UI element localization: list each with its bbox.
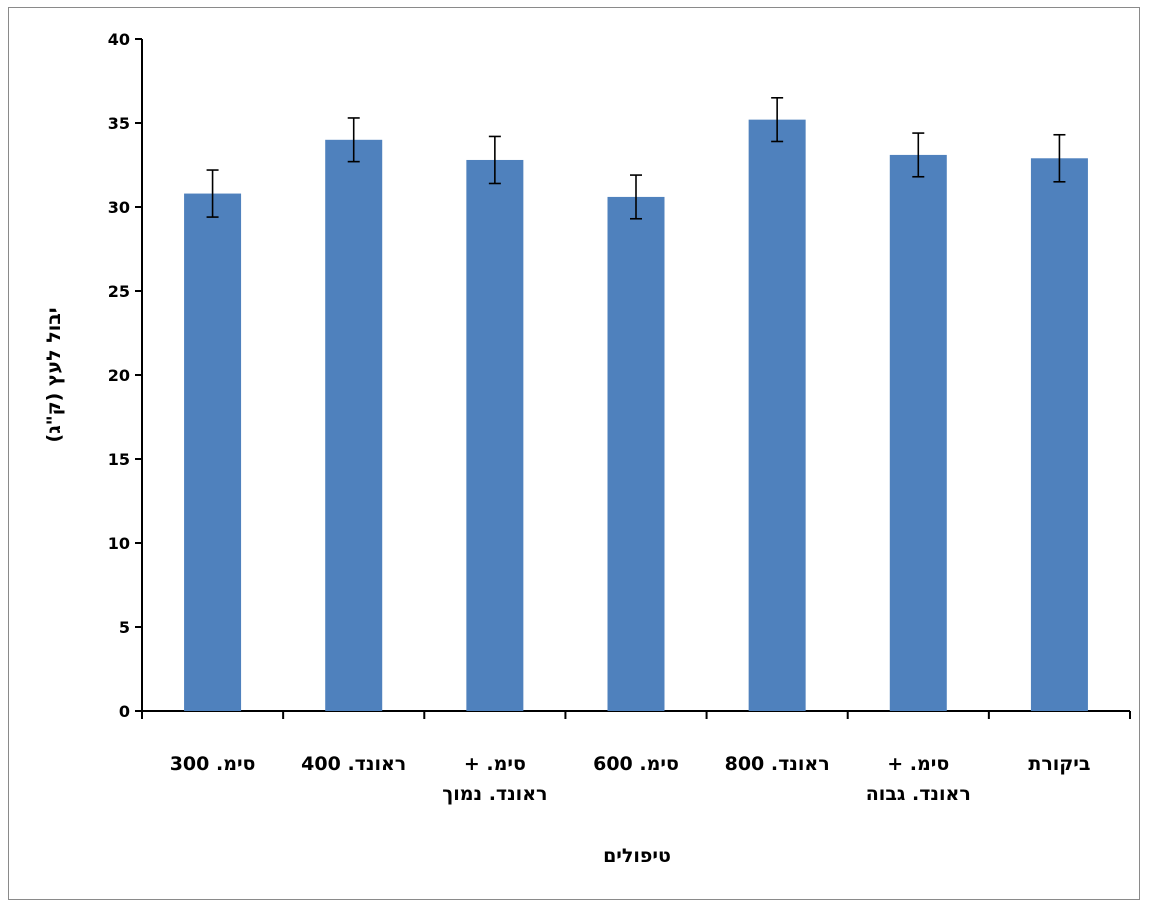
x-axis-title: טיפולים: [603, 845, 671, 867]
y-tick-label: 15: [108, 450, 130, 469]
y-axis-title: יבול לעץ (ק"ג): [43, 308, 65, 443]
category-label: סימ. 600: [593, 753, 679, 775]
category-label: סימ. 300: [170, 753, 256, 775]
y-tick-label: 0: [119, 702, 130, 721]
category-label: ראונד. גבוה: [866, 783, 971, 805]
bar: [889, 154, 947, 712]
y-tick-label: 5: [119, 618, 130, 637]
bars: [184, 119, 1088, 712]
y-tick-label: 20: [108, 366, 130, 385]
y-tick-label: 40: [108, 30, 130, 49]
y-tick-label: 10: [108, 534, 130, 553]
y-tick-label: 35: [108, 114, 130, 133]
bar: [184, 193, 242, 711]
category-labels: סימ. 300 ראונד. 400 סימ. + ראונד. נמוך סימ. …: [170, 753, 1091, 805]
bar: [748, 119, 806, 711]
x-axis: [141, 710, 1131, 719]
category-label: ראונד. 800: [725, 753, 830, 775]
y-tick-label: 30: [108, 198, 130, 217]
y-tick-label: 25: [108, 282, 130, 301]
y-axis: 0 5 10 15 20 25 30 35 40: [108, 30, 143, 721]
category-label: ביקורת: [1028, 753, 1090, 775]
bar: [325, 139, 383, 712]
category-label: ראונד. 400: [301, 753, 406, 775]
error-bars: [206, 97, 1066, 220]
category-label: סימ. +: [464, 753, 526, 775]
bar: [466, 159, 524, 711]
bar: [607, 196, 665, 712]
category-label: סימ. +: [887, 753, 949, 775]
bar: [1030, 158, 1088, 711]
category-label: ראונד. נמוך: [442, 783, 547, 805]
